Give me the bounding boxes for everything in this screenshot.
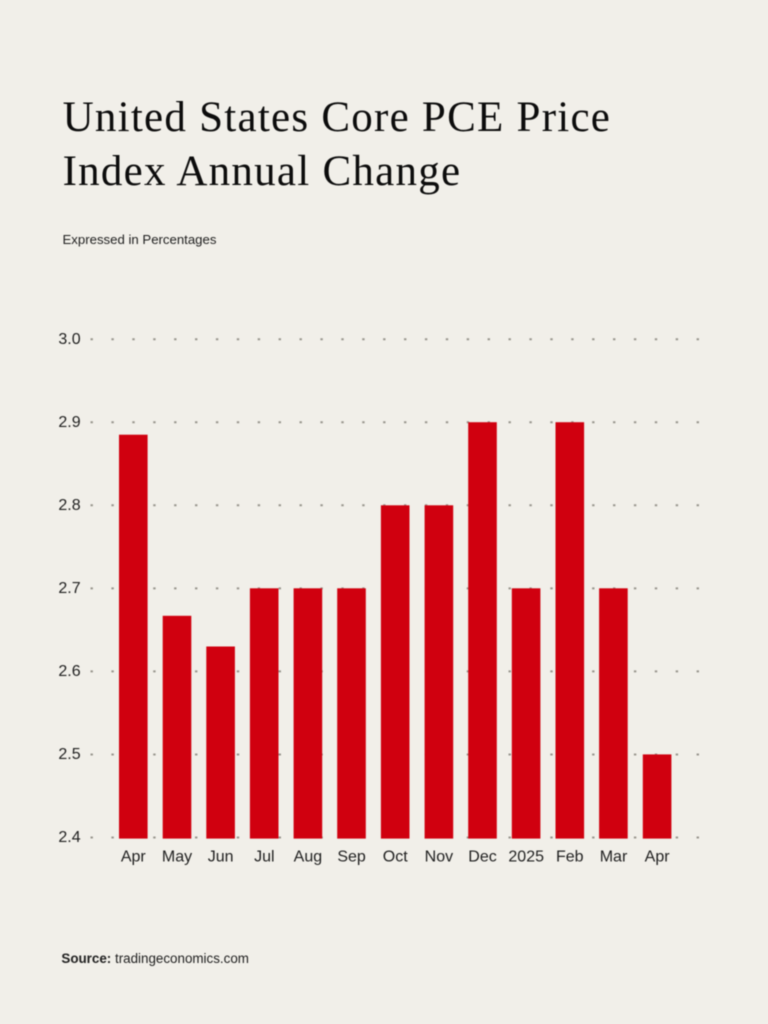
svg-text:Jul: Jul — [254, 849, 274, 866]
svg-text:Mar: Mar — [600, 849, 628, 866]
svg-text:Apr: Apr — [121, 849, 147, 866]
svg-text:Source: tradingeconomics.com: Source: tradingeconomics.com — [61, 951, 249, 966]
svg-text:Sep: Sep — [337, 849, 366, 866]
svg-text:Jun: Jun — [208, 849, 234, 866]
svg-text:2.4: 2.4 — [58, 829, 80, 846]
svg-text:2.5: 2.5 — [58, 746, 80, 763]
svg-text:Feb: Feb — [556, 849, 584, 866]
svg-text:Expressed in Percentages: Expressed in Percentages — [63, 232, 217, 247]
svg-text:2.7: 2.7 — [58, 580, 80, 597]
svg-text:Dec: Dec — [468, 849, 496, 866]
svg-text:2.6: 2.6 — [58, 663, 80, 680]
svg-text:3.0: 3.0 — [58, 331, 80, 348]
svg-text:2.8: 2.8 — [58, 497, 80, 514]
svg-text:2.9: 2.9 — [58, 414, 80, 431]
svg-text:Nov: Nov — [425, 849, 453, 866]
svg-text:Oct: Oct — [383, 849, 408, 866]
svg-text:May: May — [162, 849, 192, 866]
svg-text:Apr: Apr — [645, 849, 671, 866]
svg-text:2025: 2025 — [508, 849, 544, 866]
svg-text:Aug: Aug — [294, 849, 322, 866]
